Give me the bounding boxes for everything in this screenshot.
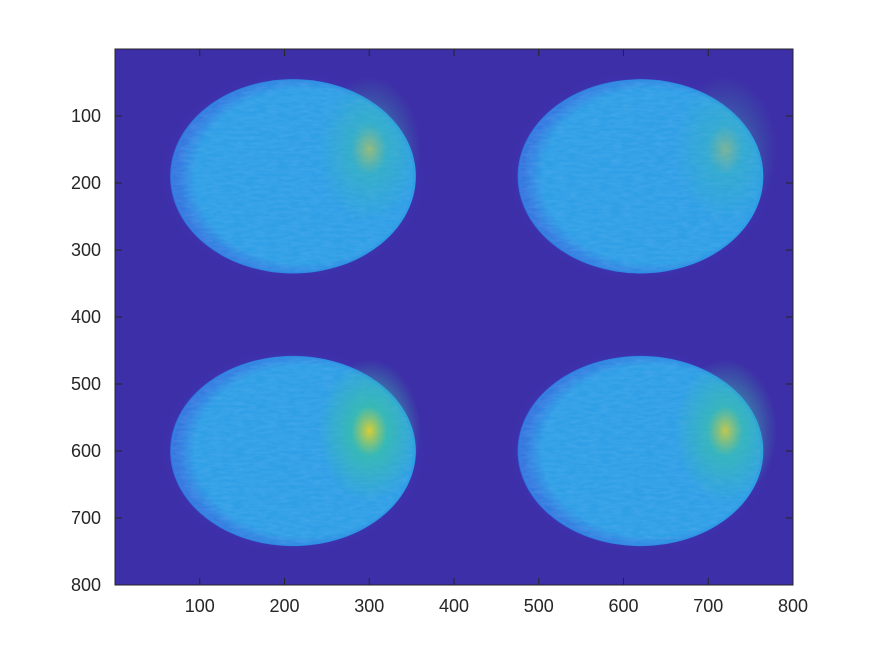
y-tick-label: 700: [71, 508, 101, 528]
y-tick-label: 400: [71, 307, 101, 327]
heatmap-spots: [160, 71, 777, 554]
top-right-spot-rim: [518, 79, 763, 273]
y-tick-label: 200: [71, 173, 101, 193]
x-tick-label: 200: [269, 596, 299, 616]
y-axis: 100 200 300 400 500 600 700 800: [71, 106, 793, 595]
top-left-spot-rim: [170, 79, 416, 273]
bottom-left-spot-hotspot: [317, 359, 421, 503]
x-tick-label: 500: [524, 596, 554, 616]
x-tick-label: 300: [354, 596, 384, 616]
y-tick-label: 100: [71, 106, 101, 126]
x-tick-label: 600: [608, 596, 638, 616]
y-tick-label: 600: [71, 441, 101, 461]
bottom-left-spot-rim: [170, 356, 416, 546]
bottom-right-spot-rim: [518, 356, 763, 546]
plot-area: [115, 49, 793, 585]
x-tick-label: 400: [439, 596, 469, 616]
x-tick-label: 800: [778, 596, 808, 616]
x-tick-label: 100: [185, 596, 215, 616]
y-tick-label: 800: [71, 575, 101, 595]
top-left-spot-hotspot: [317, 76, 421, 223]
y-tick-label: 300: [71, 240, 101, 260]
y-tick-label: 500: [71, 374, 101, 394]
top-right-spot-hotspot: [673, 76, 777, 223]
x-axis: 100 200 300 400 500 600 700 800: [185, 49, 808, 616]
x-tick-label: 700: [693, 596, 723, 616]
bottom-right-spot-hotspot: [673, 359, 777, 503]
